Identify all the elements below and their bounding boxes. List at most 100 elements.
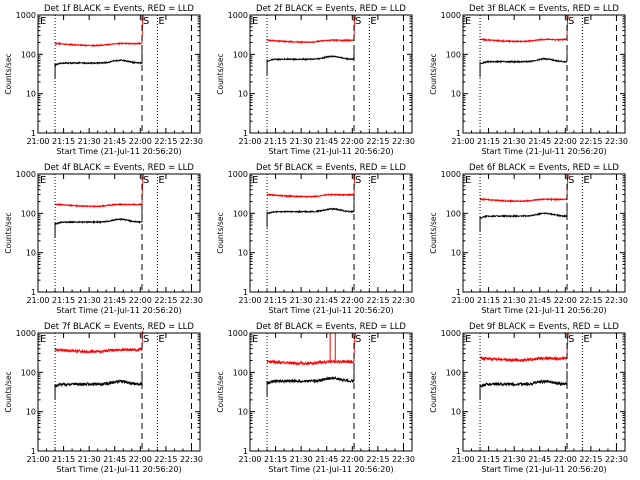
y-axis-label: Counts/sec (216, 371, 225, 412)
x-tick-label: 21:45 (315, 137, 338, 146)
x-tick-label: 22:00 (554, 296, 577, 305)
y-tick-label: 10 (238, 249, 248, 258)
x-axis-label: Start Time (21-Jul-11 20:56:20) (56, 147, 181, 156)
lld-series-line (266, 173, 356, 199)
y-tick-label: 100 (21, 209, 36, 218)
x-tick-label: 21:00 (26, 296, 49, 305)
y-tick-label: 1000 (228, 11, 248, 20)
y-tick-label: 10 (451, 408, 461, 417)
x-tick-label: 21:45 (103, 137, 126, 146)
x-tick-label: 21:00 (238, 296, 261, 305)
y-tick-label: 10 (26, 90, 36, 99)
x-tick-label: 22:00 (129, 137, 152, 146)
x-tick-label: 21:15 (264, 137, 287, 146)
x-tick-label: 21:30 (503, 137, 526, 146)
x-tick-label: 21:15 (52, 455, 75, 464)
x-tick-label: 22:30 (180, 296, 203, 305)
y-tick-label: 1000 (441, 11, 461, 20)
x-tick-label: 21:45 (528, 296, 551, 305)
x-axis-label: Start Time (21-Jul-11 20:56:20) (268, 306, 393, 315)
marker-label-e: E (583, 16, 589, 27)
x-tick-label: 22:00 (341, 455, 364, 464)
y-tick-label: 100 (21, 50, 36, 59)
marker-label-s: S (568, 334, 574, 345)
x-axis-label: Start Time (21-Jul-11 20:56:20) (481, 147, 606, 156)
x-tick-label: 22:15 (154, 296, 177, 305)
x-tick-label: 21:45 (315, 296, 338, 305)
y-tick-label: 1000 (16, 11, 36, 20)
x-tick-label: 21:45 (528, 455, 551, 464)
x-tick-label: 22:30 (180, 137, 203, 146)
y-tick-label: 1 (456, 129, 461, 138)
x-tick-label: 21:30 (290, 455, 313, 464)
panel-frame (249, 173, 413, 293)
x-tick-label: 21:00 (26, 137, 49, 146)
panel-frame (462, 173, 626, 293)
y-axis-label: Counts/sec (429, 53, 438, 94)
events-series-line (266, 45, 355, 62)
y-tick-label: 100 (446, 368, 461, 377)
x-tick-label: 21:15 (264, 455, 287, 464)
marker-label-start-e: E (40, 16, 46, 27)
x-tick-label: 22:15 (366, 455, 389, 464)
y-tick-label: 1000 (441, 329, 461, 338)
lld-series-line (54, 173, 144, 209)
panel-title: Det 6f BLACK = Events, RED = LLD (469, 163, 619, 173)
x-axis-label: Start Time (21-Jul-11 20:56:20) (268, 465, 393, 474)
x-tick-label: 22:15 (154, 455, 177, 464)
y-tick-label: 1 (243, 129, 248, 138)
y-tick-label: 100 (233, 209, 248, 218)
x-tick-label: 21:15 (52, 137, 75, 146)
y-tick-label: 10 (451, 249, 461, 258)
y-tick-label: 1000 (228, 329, 248, 338)
x-tick-label: 21:00 (238, 137, 261, 146)
panel-title: Det 9f BLACK = Events, RED = LLD (469, 322, 619, 332)
x-tick-label: 21:30 (78, 296, 101, 305)
y-axis-label: Counts/sec (429, 371, 438, 412)
x-tick-label: 22:30 (392, 137, 415, 146)
panel-title: Det 4f BLACK = Events, RED = LLD (44, 163, 194, 173)
marker-label-start-e: E (40, 175, 46, 186)
y-tick-label: 1 (456, 447, 461, 456)
y-tick-label: 1 (31, 129, 36, 138)
y-axis-label: Counts/sec (429, 212, 438, 253)
x-tick-label: 21:00 (451, 296, 474, 305)
x-tick-label: 21:45 (528, 137, 551, 146)
x-tick-label: 21:30 (503, 296, 526, 305)
x-tick-label: 21:30 (78, 455, 101, 464)
y-axis-label: Counts/sec (4, 212, 13, 253)
x-tick-label: 21:30 (503, 455, 526, 464)
x-tick-label: 21:15 (477, 137, 500, 146)
x-tick-label: 21:45 (103, 455, 126, 464)
y-tick-label: 1 (456, 288, 461, 297)
marker-label-s: S (355, 175, 361, 186)
y-tick-label: 10 (238, 90, 248, 99)
x-tick-label: 21:00 (238, 455, 261, 464)
marker-label-start-e: E (252, 175, 258, 186)
panel-frame (249, 332, 413, 452)
x-tick-label: 22:30 (180, 455, 203, 464)
x-tick-label: 21:30 (290, 137, 313, 146)
x-tick-label: 22:15 (154, 137, 177, 146)
panel-title: Det 3f BLACK = Events, RED = LLD (469, 4, 619, 14)
events-series-line (54, 49, 143, 67)
lld-series-line (479, 332, 569, 363)
panel-frame (249, 14, 413, 134)
x-tick-label: 22:30 (605, 137, 628, 146)
events-series-line (266, 367, 355, 386)
x-tick-label: 22:15 (366, 137, 389, 146)
panel-title: Det 5f BLACK = Events, RED = LLD (256, 163, 406, 173)
x-tick-label: 22:00 (554, 137, 577, 146)
x-tick-label: 22:15 (366, 296, 389, 305)
x-tick-label: 22:15 (579, 137, 602, 146)
panel-title: Det 8f BLACK = Events, RED = LLD (256, 322, 406, 332)
marker-label-s: S (143, 16, 149, 27)
panel-title: Det 1f BLACK = Events, RED = LLD (44, 4, 194, 14)
marker-label-s: S (568, 175, 574, 186)
marker-label-start-e: E (252, 16, 258, 27)
marker-label-start-e: E (465, 175, 471, 186)
marker-label-s: S (143, 334, 149, 345)
marker-label-e: E (370, 334, 376, 345)
